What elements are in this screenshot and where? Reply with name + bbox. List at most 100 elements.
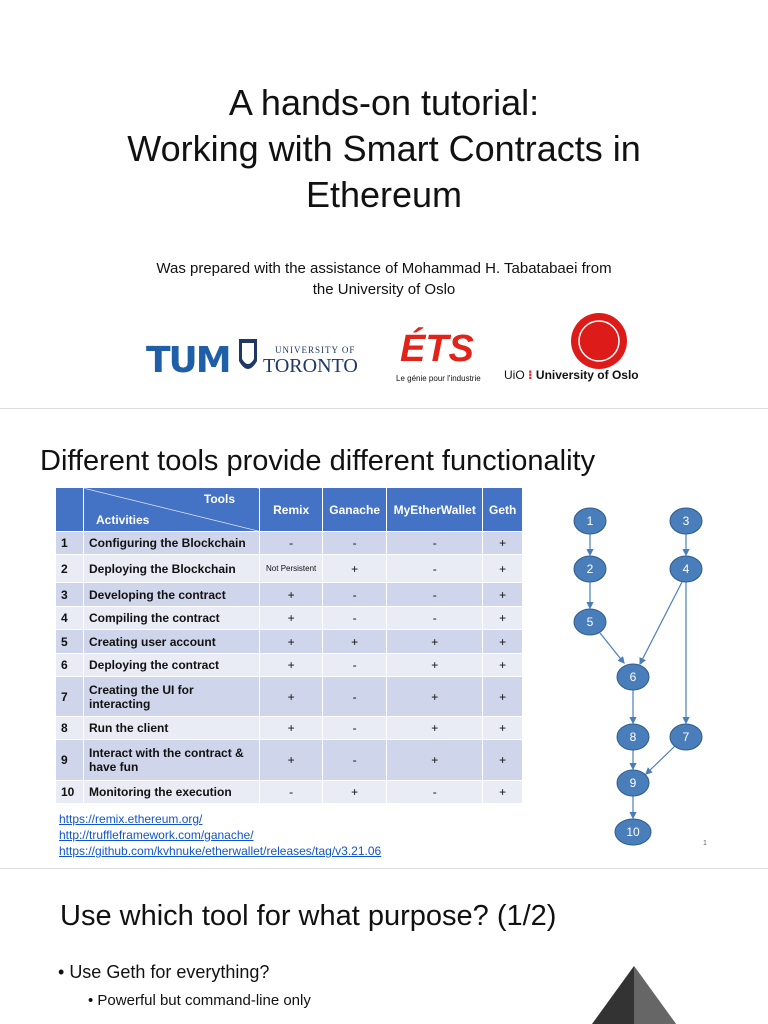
table-row: 2 Deploying the Blockchain Not Persistent +…: [55, 554, 523, 583]
support-cell: -: [258, 531, 324, 555]
support-cell: +: [258, 676, 324, 717]
separator: [0, 868, 768, 869]
support-cell: +: [482, 739, 523, 781]
support-cell: +: [258, 716, 324, 740]
graph-node: [669, 555, 703, 583]
support-cell: -: [322, 739, 388, 781]
support-cell: +: [482, 676, 523, 717]
support-cell: Not Persistent: [258, 554, 324, 583]
header-cell: Geth: [482, 487, 523, 532]
title-line: Ethereum: [305, 174, 463, 215]
edges: [586, 534, 690, 820]
row-number: 4: [55, 606, 84, 630]
sub-bullet: • Powerful but command-line only: [88, 992, 311, 1009]
support-cell: +: [258, 606, 324, 630]
header-cell: Activities: [96, 513, 150, 527]
support-cell: +: [322, 629, 388, 654]
header-cell: Tools: [203, 492, 235, 506]
support-cell: +: [258, 653, 324, 677]
graph-node: [616, 663, 650, 691]
activity: Creating the UI for interacting: [83, 676, 260, 717]
support-cell: +: [386, 629, 484, 654]
support-cell: +: [386, 716, 484, 740]
page-number: 1: [703, 840, 707, 847]
logo-text: TORONTO: [263, 355, 358, 377]
table-row: 10 Monitoring the execution - + - +: [55, 780, 523, 804]
table-row: 5 Creating user account + + + +: [55, 629, 523, 654]
activity: Run the client: [83, 716, 260, 740]
support-cell: +: [258, 739, 324, 781]
row-number: 3: [55, 582, 84, 607]
node-label: 4: [683, 562, 690, 576]
bullet: • Use Geth for everything?: [58, 962, 270, 982]
dependency-graph: 1 2 3 4 5 6 7 8 9 10: [573, 507, 703, 846]
slide-title: A hands-on tutorial: Working with Smart …: [0, 80, 768, 218]
support-cell: +: [482, 606, 523, 630]
bullet-text: Use Geth for everything?: [69, 962, 270, 982]
activity: Creating user account: [83, 629, 260, 654]
activity: Compiling the contract: [83, 606, 260, 630]
node-label: 3: [683, 514, 690, 528]
row-number: 9: [55, 739, 84, 781]
oslo-seal: [571, 313, 627, 369]
node-label: 8: [630, 730, 637, 744]
support-cell: -: [322, 531, 388, 555]
support-cell: +: [322, 554, 388, 583]
support-cell: -: [322, 653, 388, 677]
subtitle: Was prepared with the assistance of Moha…: [0, 258, 768, 300]
row-number: 7: [55, 676, 84, 717]
support-cell: -: [322, 606, 388, 630]
title-line: A hands-on tutorial:: [228, 82, 540, 123]
toronto-logo: UNIVERSITY OF TORONTO: [237, 333, 358, 384]
subtitle-line: the University of Oslo: [312, 281, 456, 298]
support-cell: +: [482, 780, 523, 804]
table-row: 7 Creating the UI for interacting + - + +: [55, 676, 523, 717]
diagonal-header: Tools Activities: [83, 487, 260, 532]
table-row: 6 Deploying the contract + - + +: [55, 653, 523, 677]
ets-logo: ÉTS: [400, 328, 474, 370]
header-cell: Ganache: [322, 487, 388, 532]
support-cell: -: [322, 716, 388, 740]
table-row: 1 Configuring the Blockchain - - - +: [55, 531, 523, 555]
link[interactable]: https://remix.ethereum.org/: [59, 812, 203, 826]
logo-text: Le génie pour l'industrie: [396, 374, 481, 383]
support-cell: -: [322, 582, 388, 607]
node-label: 10: [626, 825, 640, 839]
table-row: 4 Compiling the contract + - - +: [55, 606, 523, 630]
logo-text: UiO: [504, 368, 525, 382]
tum-logo: TUM: [146, 340, 232, 381]
header-cell: Remix: [258, 487, 324, 532]
table-body: 1 Configuring the Blockchain - - - +2 Deployin…: [55, 531, 523, 804]
support-cell: -: [386, 554, 484, 583]
graph-node: [573, 608, 607, 636]
support-cell: +: [322, 780, 388, 804]
node-label: 2: [587, 562, 594, 576]
row-number: 5: [55, 629, 84, 654]
slide-title: Different tools provide different functi…: [40, 445, 596, 477]
links: https://remix.ethereum.org/http://truffl…: [59, 811, 381, 859]
table-row: 8 Run the client + - + +: [55, 716, 523, 740]
activity: Deploying the Blockchain: [83, 554, 260, 583]
link[interactable]: http://truffleframework.com/ganache/: [59, 828, 254, 842]
graph-node: [573, 507, 607, 535]
graph-node: [669, 507, 703, 535]
row-number: 6: [55, 653, 84, 677]
support-cell: +: [482, 531, 523, 555]
node-label: 9: [630, 776, 637, 790]
support-cell: +: [482, 653, 523, 677]
link[interactable]: https://github.com/kvhnuke/etherwallet/r…: [59, 844, 382, 858]
activity: Deploying the contract: [83, 653, 260, 677]
tools-table: Tools Activities Remix Ganache MyEtherWa…: [55, 487, 523, 804]
row-number: 1: [55, 531, 84, 555]
row-number: 10: [55, 780, 84, 804]
table-row: 3 Developing the contract + - - +: [55, 582, 523, 607]
table-row: 9 Interact with the contract & have fun + -…: [55, 739, 523, 781]
row-number: 2: [55, 554, 84, 583]
bullet-text: Powerful but command-line only: [97, 992, 311, 1009]
title-line: Working with Smart Contracts in: [127, 128, 641, 169]
support-cell: +: [258, 582, 324, 607]
support-cell: -: [386, 531, 484, 555]
support-cell: -: [258, 780, 324, 804]
node-label: 5: [587, 615, 594, 629]
